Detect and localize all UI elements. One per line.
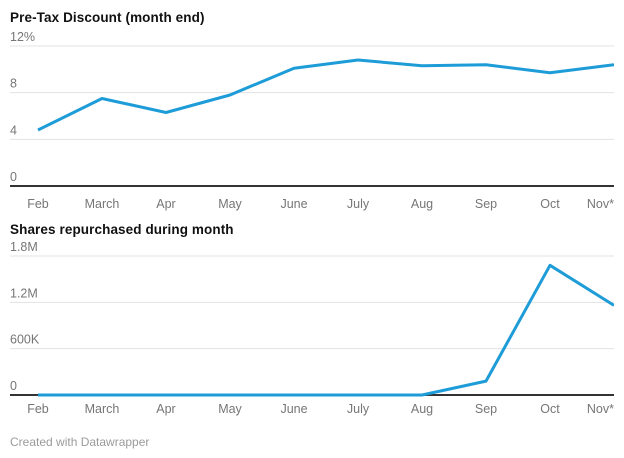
chart-section-pretax-discount: Pre-Tax Discount (month end) 12% 8 4 0 Feb Ma…: [10, 10, 614, 213]
x-tick-label: Sep: [475, 197, 497, 211]
y-tick-label: 0: [10, 170, 17, 184]
chart-title: Shares repurchased during month: [10, 222, 234, 237]
x-tick-label: Oct: [540, 197, 560, 211]
x-tick-label: Feb: [27, 197, 49, 211]
chart-title: Pre-Tax Discount (month end): [10, 10, 205, 25]
y-tick-label: 1.2M: [10, 286, 38, 300]
x-tick-label: Oct: [540, 402, 560, 416]
y-tick-label: 8: [10, 77, 17, 91]
x-tick-label: July: [347, 402, 370, 416]
x-tick-label: March: [85, 402, 120, 416]
x-tick-label: Aug: [411, 402, 433, 416]
x-tick-label: Feb: [27, 402, 49, 416]
data-line: [37, 58, 614, 132]
x-tick-label: Apr: [156, 197, 175, 211]
chart-section-shares-repurchased: Shares repurchased during month 1.8M 1.2M…: [10, 222, 614, 424]
y-tick-label: 0: [10, 379, 17, 393]
x-tick-label: Nov*: [587, 197, 614, 211]
y-tick-label: 4: [10, 123, 17, 137]
x-tick-label: Apr: [156, 402, 175, 416]
line-chart-svg: 1.8M 1.2M 600K 0 Feb March Apr May June July Aug Se…: [10, 240, 614, 416]
x-tick-label: May: [218, 197, 242, 211]
x-tick-label: Nov*: [587, 402, 614, 416]
y-tick-label: 1.8M: [10, 240, 38, 254]
line-chart-svg: 12% 8 4 0 Feb March Apr May June July Aug Sep Oct Nov…: [10, 30, 614, 211]
y-tick-label: 12%: [10, 30, 35, 44]
y-tick-label: 600K: [10, 333, 40, 347]
x-tick-label: Aug: [411, 197, 433, 211]
x-tick-label: May: [218, 402, 242, 416]
x-tick-label: March: [85, 197, 120, 211]
x-tick-label: July: [347, 197, 370, 211]
attribution: Created with Datawrapper: [10, 435, 150, 449]
data-line: [38, 263, 614, 397]
x-tick-label: June: [280, 402, 307, 416]
x-tick-label: Sep: [475, 402, 497, 416]
x-tick-label: June: [280, 197, 307, 211]
